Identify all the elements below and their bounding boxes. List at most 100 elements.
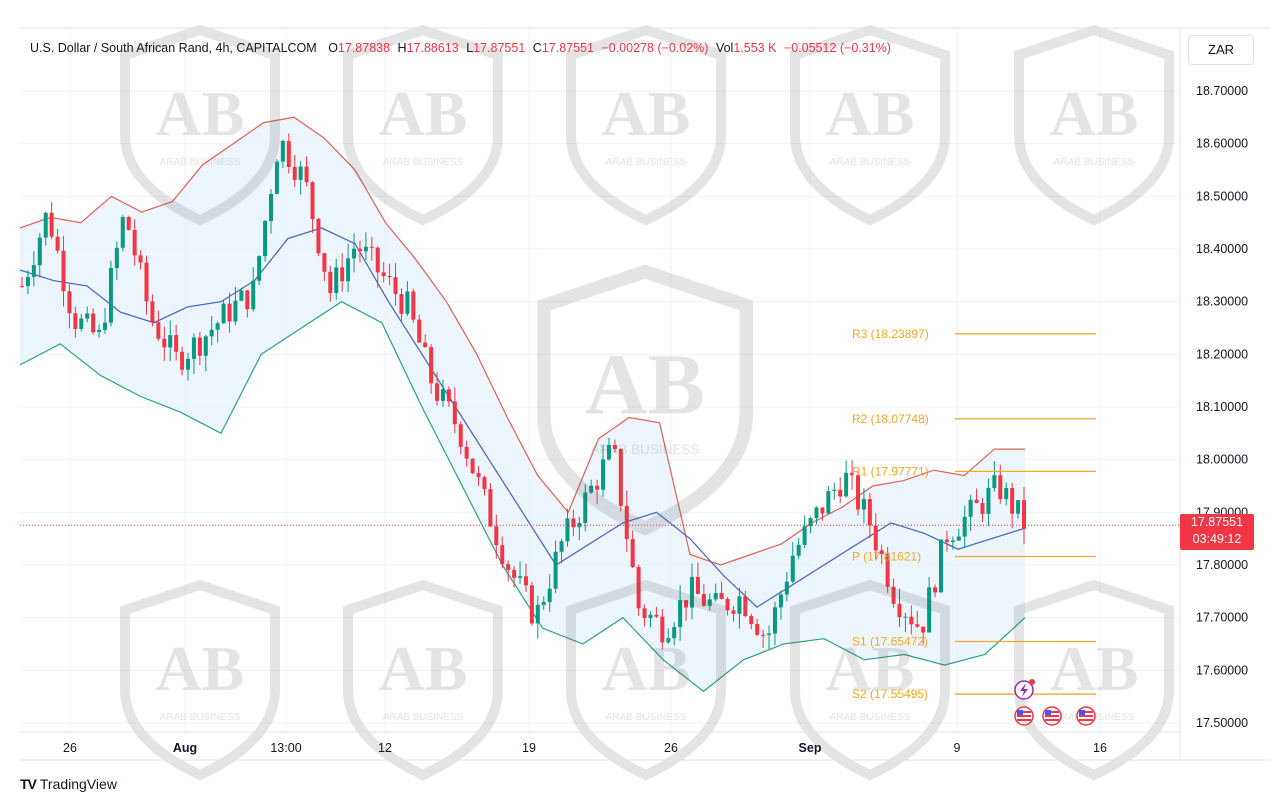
- symbol-title[interactable]: U.S. Dollar / South African Rand, 4h, CA…: [30, 41, 317, 55]
- candle-body: [316, 219, 321, 254]
- candle: [666, 628, 671, 644]
- candle: [737, 588, 742, 629]
- candle: [761, 629, 766, 648]
- candle-body: [49, 212, 54, 237]
- candle-body: [547, 588, 552, 603]
- candle: [180, 346, 185, 376]
- candle: [636, 564, 641, 616]
- candle-body: [873, 525, 878, 551]
- candle-body: [43, 212, 48, 238]
- candle: [85, 306, 90, 323]
- us-flag-event-icon-1[interactable]: [1014, 706, 1034, 726]
- candle: [571, 509, 576, 537]
- candle: [257, 255, 262, 286]
- candlestick-series[interactable]: [20, 133, 1026, 650]
- candle-body: [245, 290, 250, 310]
- candle-body: [506, 564, 511, 570]
- candle-body: [944, 539, 949, 543]
- candle-body: [808, 518, 813, 527]
- candle: [535, 595, 540, 639]
- candle-body: [814, 507, 819, 519]
- candle-body: [921, 626, 926, 633]
- candle: [778, 590, 783, 620]
- candle-body: [423, 342, 428, 348]
- economic-events[interactable]: [1014, 679, 1096, 726]
- candle-body: [701, 593, 706, 606]
- candle-body: [523, 576, 528, 586]
- axes: [20, 27, 1270, 761]
- candle-body: [292, 166, 297, 180]
- candle-body: [571, 518, 576, 528]
- candle: [719, 581, 724, 600]
- candle: [197, 331, 202, 365]
- candle: [980, 497, 985, 522]
- price-tick-label: 17.70000: [1196, 611, 1248, 625]
- watermark-shield: AB ARAB BUSINESS: [120, 579, 280, 781]
- us-flag-event-icon-3[interactable]: [1076, 706, 1096, 726]
- candle-body: [174, 335, 179, 352]
- candle: [399, 288, 404, 322]
- candle-body: [624, 505, 629, 540]
- tradingview-brand-text: TradingView: [39, 776, 117, 792]
- candle-body: [310, 182, 315, 220]
- candle-body: [518, 576, 523, 578]
- candle: [162, 326, 167, 361]
- candle-body: [891, 586, 896, 604]
- candle: [873, 513, 878, 560]
- shield-caption: ARAB BUSINESS: [1054, 157, 1135, 168]
- candle: [974, 488, 979, 504]
- last-price-tag: 17.87551 03:49:12: [1180, 514, 1254, 551]
- candle: [802, 515, 807, 549]
- lightning-event-icon[interactable]: [1014, 679, 1035, 700]
- candle: [156, 310, 161, 341]
- last-price-value: 17.87551: [1190, 515, 1244, 530]
- us-flag-event-icon-2[interactable]: [1042, 706, 1062, 726]
- watermark-shield: AB ARAB BUSINESS: [536, 264, 754, 536]
- candle: [79, 314, 84, 332]
- candle-body: [529, 585, 534, 624]
- candle: [251, 267, 256, 312]
- shield-letters: AB: [156, 78, 245, 149]
- candle-body: [103, 322, 108, 330]
- candle: [589, 479, 594, 494]
- shield-letters: AB: [379, 78, 468, 149]
- candle: [340, 253, 345, 292]
- candle: [452, 387, 457, 434]
- candle-body: [565, 518, 570, 542]
- candle: [61, 235, 66, 307]
- candle: [500, 536, 505, 569]
- candle-body: [334, 267, 339, 294]
- candle: [245, 290, 250, 318]
- candle: [357, 240, 362, 263]
- candle-body: [274, 161, 279, 194]
- volume-change: −0.05512 (−0.31%): [783, 41, 891, 55]
- candle: [855, 470, 860, 516]
- high-label: H: [397, 41, 407, 55]
- candle-body: [689, 576, 694, 608]
- candle-body: [660, 616, 665, 643]
- candle-body: [879, 550, 884, 555]
- candle: [274, 159, 279, 194]
- price-tick-label: 18.20000: [1196, 347, 1248, 361]
- candle-body: [648, 614, 653, 619]
- tradingview-logo[interactable]: TV TradingView: [20, 776, 117, 792]
- candle-body: [968, 499, 973, 517]
- candle-body: [618, 449, 623, 506]
- time-tick-label: 12: [378, 741, 392, 755]
- time-tick-label: 13:00: [270, 741, 301, 755]
- price-tick-label: 17.80000: [1196, 558, 1248, 572]
- low-value: 17.87551: [473, 41, 526, 55]
- candle-body: [838, 489, 843, 497]
- candle: [660, 608, 665, 650]
- candle-body: [956, 536, 961, 541]
- candle-body: [595, 485, 600, 490]
- shield-letters: AB: [379, 633, 468, 704]
- candle-body: [227, 303, 232, 322]
- shield-letters: AB: [1050, 78, 1139, 149]
- candle-body: [790, 555, 795, 582]
- candle-body: [636, 567, 641, 609]
- currency-button[interactable]: ZAR: [1188, 35, 1254, 65]
- candle: [31, 251, 36, 287]
- candle: [186, 352, 191, 381]
